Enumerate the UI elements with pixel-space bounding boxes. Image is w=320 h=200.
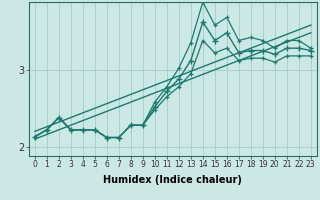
X-axis label: Humidex (Indice chaleur): Humidex (Indice chaleur)	[103, 175, 242, 185]
